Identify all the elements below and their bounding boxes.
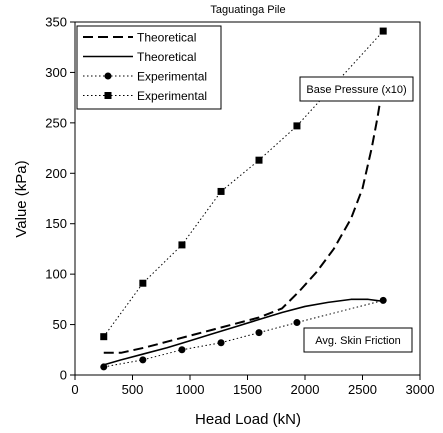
annotation-label: Base Pressure (x10): [306, 84, 406, 96]
legend-entry-1: Theoretical: [83, 31, 196, 45]
annotation-layer: Base Pressure (x10) Avg. Skin Friction: [299, 76, 414, 353]
x-tick-label: 2000: [291, 382, 320, 397]
annotation-base-pressure: Base Pressure (x10): [299, 76, 414, 102]
legend-marker: [104, 72, 112, 80]
chart-title: Taguatinga Pile: [210, 4, 285, 16]
data-point: [139, 356, 147, 364]
legend-box: [76, 25, 222, 110]
x-tick-label: 3000: [406, 382, 435, 397]
data-point: [139, 279, 147, 287]
data-point: [178, 241, 186, 249]
data-point: [255, 329, 263, 337]
y-axis-title: Value (kPa): [13, 160, 30, 237]
y-tick-label: 250: [45, 115, 67, 130]
data-point: [255, 156, 263, 164]
x-tick-label: 500: [122, 382, 144, 397]
x-tick-label: 2500: [348, 382, 377, 397]
data-point: [217, 187, 225, 195]
legend-label: Experimental: [137, 89, 207, 103]
series-layer: [100, 27, 387, 371]
annotation-label: Avg. Skin Friction: [315, 335, 400, 347]
y-tick-label: 0: [60, 368, 67, 383]
legend-label: Experimental: [137, 70, 207, 84]
data-point: [379, 296, 387, 304]
x-axis-title: Head Load (kN): [195, 411, 301, 428]
series-3: [100, 296, 387, 371]
legend-entry-4: Experimental: [83, 89, 207, 103]
y-tick-label: 300: [45, 65, 67, 80]
data-point: [178, 346, 186, 354]
data-point: [100, 333, 108, 341]
x-tick-label: 0: [71, 382, 78, 397]
y-tick-label: 150: [45, 216, 67, 231]
series-4: [100, 27, 387, 341]
data-point: [100, 363, 108, 371]
legend-entry-3: Experimental: [83, 70, 207, 84]
legend-marker: [104, 92, 112, 99]
legend-label: Theoretical: [137, 31, 196, 45]
legend: Theoretical Theoretical Experimental Experi…: [76, 25, 222, 110]
data-point: [379, 27, 387, 35]
legend-label: Theoretical: [137, 50, 196, 64]
x-tick-label: 1000: [176, 382, 205, 397]
y-tick-label: 200: [45, 166, 67, 181]
annotation-box: [303, 327, 413, 353]
series-2: [103, 298, 384, 366]
series-line-1: [103, 82, 385, 354]
axes: 0 500 1000 1500 2000 2500 3000 0 50 100 150 200 250 3…: [45, 15, 434, 398]
data-point: [217, 339, 225, 347]
y-tick-label: 50: [53, 317, 67, 332]
x-tick-label: 1500: [233, 382, 262, 397]
annotation-skin-friction: Avg. Skin Friction: [303, 327, 413, 353]
y-tick-label: 100: [45, 267, 67, 282]
series-1: [103, 82, 385, 354]
y-tick-label: 350: [45, 15, 67, 30]
data-point: [293, 122, 301, 130]
annotation-box: [299, 76, 414, 102]
data-point: [293, 319, 301, 327]
series-line-2: [103, 298, 384, 366]
legend-entry-2: Theoretical: [83, 50, 196, 64]
